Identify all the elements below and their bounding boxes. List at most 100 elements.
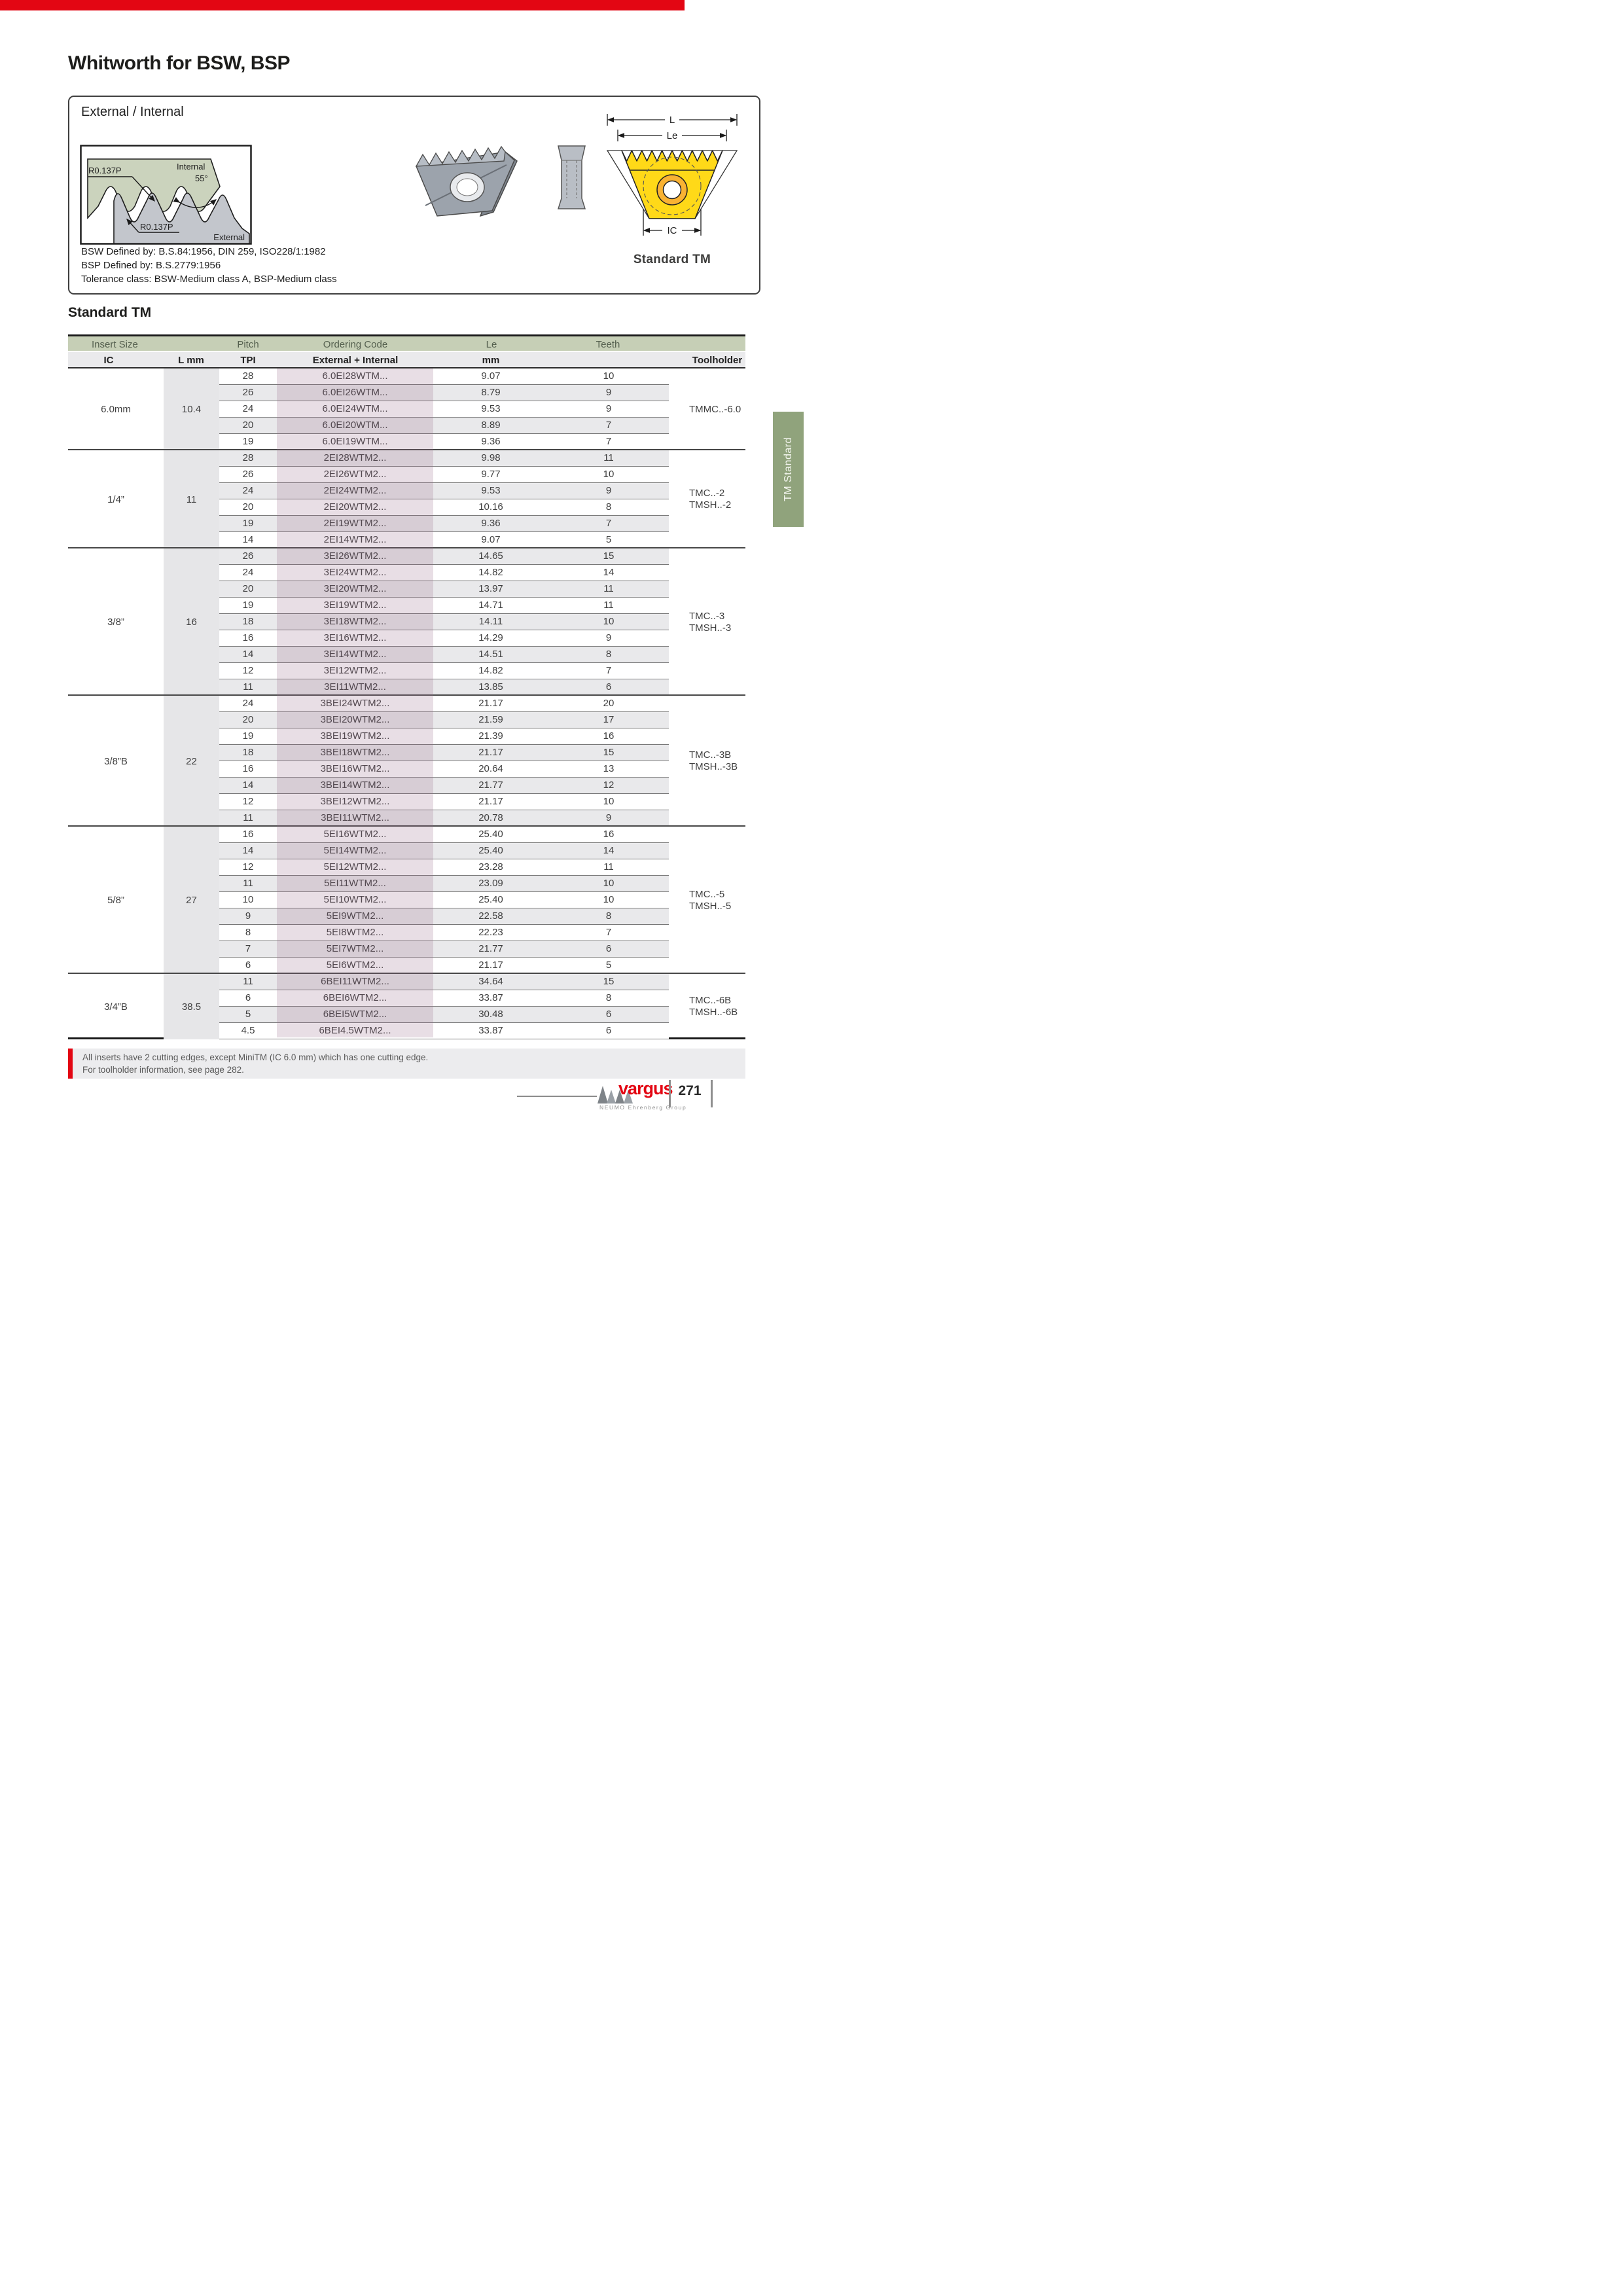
ordering-code-value: 5EI16WTM2... [323, 829, 387, 840]
tpi-value: 14 [242, 845, 254, 856]
teeth-value: 7 [605, 665, 612, 676]
cell-l [164, 778, 219, 794]
teeth-value: 11 [603, 861, 614, 872]
le-value: 33.87 [478, 1025, 503, 1036]
cell-stripe: 20 3EI20WTM2... 13.97 11 [219, 581, 669, 598]
le-value: 9.53 [481, 403, 501, 414]
table-body: 28 6.0EI28WTM... 9.07 10 26 6.0EI26WTM... 8.79… [68, 368, 745, 1039]
cell-l [164, 728, 219, 745]
table-row: 28 2EI28WTM2... 9.98 11 [68, 450, 745, 467]
le-value: 8.79 [481, 387, 501, 398]
group-ic-label: 5/8” [107, 895, 124, 906]
le-value: 14.71 [478, 600, 503, 611]
ordering-code-value: 3EI18WTM2... [323, 616, 387, 627]
cell-stripe: 11 5EI11WTM2... 23.09 10 [219, 876, 669, 892]
cell-stripe: 28 2EI28WTM2... 9.98 11 [219, 450, 669, 467]
ordering-code-value: 3EI14WTM2... [323, 649, 387, 660]
teeth-value: 5 [605, 960, 612, 971]
teeth-value: 10 [603, 469, 615, 480]
col-pitch: Pitch [237, 339, 259, 350]
teeth-value: 17 [603, 714, 615, 725]
teeth-value: 9 [605, 387, 612, 398]
table-row: 18 3BEI18WTM2... 21.17 15 [68, 745, 745, 761]
section-heading: Standard TM [68, 305, 152, 320]
radius-top-label: R0.137P [88, 166, 122, 175]
tpi-value: 20 [242, 714, 254, 725]
table-row: 24 3EI24WTM2... 14.82 14 [68, 565, 745, 581]
teeth-value: 6 [605, 1009, 612, 1020]
group-l-label: 38.5 [181, 1001, 202, 1013]
le-value: 23.09 [478, 878, 503, 889]
cell-l [164, 941, 219, 958]
cell-l [164, 385, 219, 401]
cell-stripe: 16 5EI16WTM2... 25.40 16 [219, 827, 669, 843]
tpi-value: 16 [242, 763, 254, 774]
footer-divider-left [669, 1080, 671, 1107]
col-teeth: Teeth [596, 339, 620, 350]
group-ic-label: 3/8”B [104, 755, 128, 767]
teeth-value: 8 [605, 501, 612, 512]
tpi-value: 11 [243, 976, 253, 987]
group-toolholder-label: TMC..-6B TMSH..-6B [689, 995, 738, 1018]
table-row: 7 5EI7WTM2... 21.77 6 [68, 941, 745, 958]
ordering-code-value: 5EI9WTM2... [326, 910, 384, 922]
teeth-value: 8 [605, 992, 612, 1003]
tpi-value: 14 [242, 780, 254, 791]
le-value: 9.77 [481, 469, 501, 480]
tpi-value: 8 [245, 927, 251, 938]
teeth-value: 12 [603, 780, 615, 791]
teeth-value: 9 [605, 812, 612, 823]
standards-text: BSW Defined by: B.S.84:1956, DIN 259, IS… [81, 246, 337, 285]
cell-l [164, 908, 219, 925]
tpi-value: 26 [242, 469, 254, 480]
ordering-code-value: 5EI6WTM2... [326, 960, 384, 971]
ordering-code-value: 3EI11WTM2... [324, 681, 386, 692]
cell-l [164, 614, 219, 630]
tpi-value: 14 [242, 534, 254, 545]
ordering-code-value: 3BEI24WTM2... [320, 698, 390, 709]
table-row: 6 6BEI6WTM2... 33.87 8 [68, 990, 745, 1007]
teeth-value: 6 [605, 1025, 612, 1036]
tpi-value: 10 [242, 894, 254, 905]
cell-l [164, 598, 219, 614]
ordering-code-value: 5EI7WTM2... [326, 943, 384, 954]
tpi-value: 24 [242, 567, 254, 578]
table-row: 16 3EI16WTM2... 14.29 9 [68, 630, 745, 647]
cell-stripe: 10 5EI10WTM2... 25.40 10 [219, 892, 669, 908]
teeth-value: 9 [605, 632, 612, 643]
le-value: 22.23 [478, 927, 503, 938]
cell-stripe: 24 2EI24WTM2... 9.53 9 [219, 483, 669, 499]
le-value: 10.16 [478, 501, 503, 512]
tpi-value: 6 [245, 960, 251, 971]
table-row: 10 5EI10WTM2... 25.40 10 [68, 892, 745, 908]
table-row: 16 5EI16WTM2... 25.40 16 [68, 827, 745, 843]
cell-l [164, 532, 219, 547]
le-value: 21.17 [478, 960, 503, 971]
teeth-value: 7 [605, 927, 612, 938]
cell-l [164, 548, 219, 565]
teeth-value: 10 [603, 878, 615, 889]
cell-stripe: 5 6BEI5WTM2... 30.48 6 [219, 1007, 669, 1023]
footnote-box: All inserts have 2 cutting edges, except… [68, 1049, 745, 1079]
table-row: 28 6.0EI28WTM... 9.07 10 [68, 368, 745, 385]
cell-l [164, 499, 219, 516]
cell-l [164, 1023, 219, 1039]
tpi-value: 20 [242, 501, 254, 512]
tpi-value: 24 [242, 485, 254, 496]
cell-stripe: 24 6.0EI24WTM... 9.53 9 [219, 401, 669, 418]
tpi-value: 20 [242, 583, 254, 594]
cell-stripe: 11 6BEI11WTM2... 34.64 15 [219, 974, 669, 990]
le-value: 14.65 [478, 550, 503, 562]
cell-l [164, 859, 219, 876]
cell-l [164, 368, 219, 385]
table-row: 24 3BEI24WTM2... 21.17 20 [68, 696, 745, 712]
le-value: 21.77 [478, 780, 503, 791]
cell-l [164, 516, 219, 532]
teeth-value: 11 [603, 452, 614, 463]
cell-stripe: 11 3BEI11WTM2... 20.78 9 [219, 810, 669, 825]
le-value: 23.28 [478, 861, 503, 872]
ordering-code-value: 6BEI6WTM2... [323, 992, 387, 1003]
cell-l [164, 630, 219, 647]
teeth-value: 20 [603, 698, 615, 709]
le-value: 13.97 [478, 583, 503, 594]
